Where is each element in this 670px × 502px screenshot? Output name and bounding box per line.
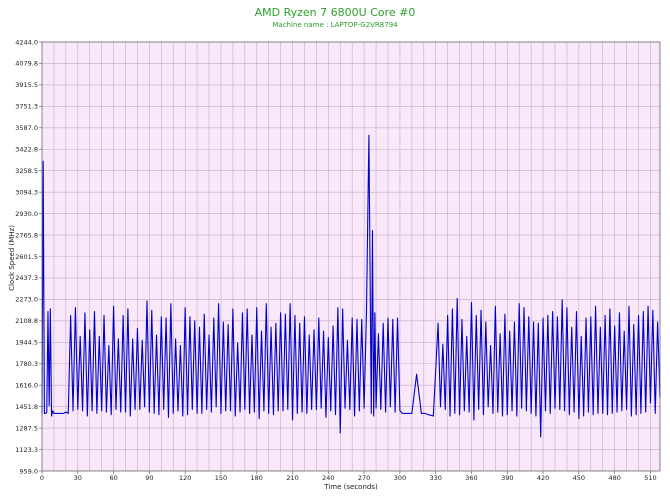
y-tick-label: 1780.3 [15,360,38,368]
y-tick-label: 3587.0 [15,124,38,132]
y-tick-label: 2437.3 [15,274,38,282]
x-tick-label: 240 [322,474,334,482]
y-tick-label: 2273.0 [15,296,38,304]
y-tick-label: 2108.8 [15,317,38,325]
y-tick-label: 1287.5 [15,424,38,432]
y-tick-label: 3751.3 [15,103,38,111]
y-tick-label: 4079.8 [15,60,38,68]
plot-border [41,41,661,472]
y-tick-label: 2601.5 [15,253,38,261]
y-tick-label: 1451.8 [15,403,38,411]
y-tick-label: 3422.8 [15,146,38,154]
x-tick-label: 510 [644,474,656,482]
x-tick-label: 270 [358,474,370,482]
y-tick-label: 1616.0 [15,382,38,390]
x-tick-label: 60 [109,474,117,482]
y-tick-label: 3094.3 [15,188,38,196]
x-tick-label: 420 [537,474,549,482]
x-tick-label: 300 [394,474,406,482]
series-layer [41,134,661,438]
x-tick-label: 30 [74,474,82,482]
y-tick-label: 2930.0 [15,210,38,218]
y-tick-label: 1123.3 [15,446,38,454]
x-tick-label: 0 [40,474,44,482]
y-tick-label: 4244.0 [15,38,38,46]
y-tick-label: 3258.5 [15,167,38,175]
series-line [41,134,661,438]
x-axis-ticks: 0 30 60 90 120 150 180 210 240 270 300 330 360 390 420… [40,471,657,482]
y-tick-label: 1944.5 [15,339,38,347]
x-axis-label: Time (seconds) [323,483,378,491]
x-tick-label: 390 [501,474,513,482]
x-tick-label: 180 [251,474,263,482]
x-tick-label: 360 [465,474,477,482]
x-tick-label: 210 [286,474,298,482]
x-tick-label: 450 [573,474,585,482]
y-tick-label: 3915.5 [15,81,38,89]
x-tick-label: 330 [429,474,441,482]
x-tick-label: 150 [215,474,227,482]
x-tick-label: 480 [608,474,620,482]
y-tick-label: 959.0 [19,467,38,475]
chart-title: AMD Ryzen 7 6800U Core #0 [255,6,416,19]
x-tick-label: 90 [145,474,153,482]
y-tick-label: 2765.8 [15,231,38,239]
y-axis-ticks: 959.0 1123.3 1287.5 1451.8 1616.0 1780.3 1944.… [15,38,42,475]
x-tick-label: 120 [179,474,191,482]
chart-subtitle: Machine name : LAPTOP-G2VR8794 [272,21,398,29]
y-axis-label: Clock Speed (MHz) [8,225,16,291]
